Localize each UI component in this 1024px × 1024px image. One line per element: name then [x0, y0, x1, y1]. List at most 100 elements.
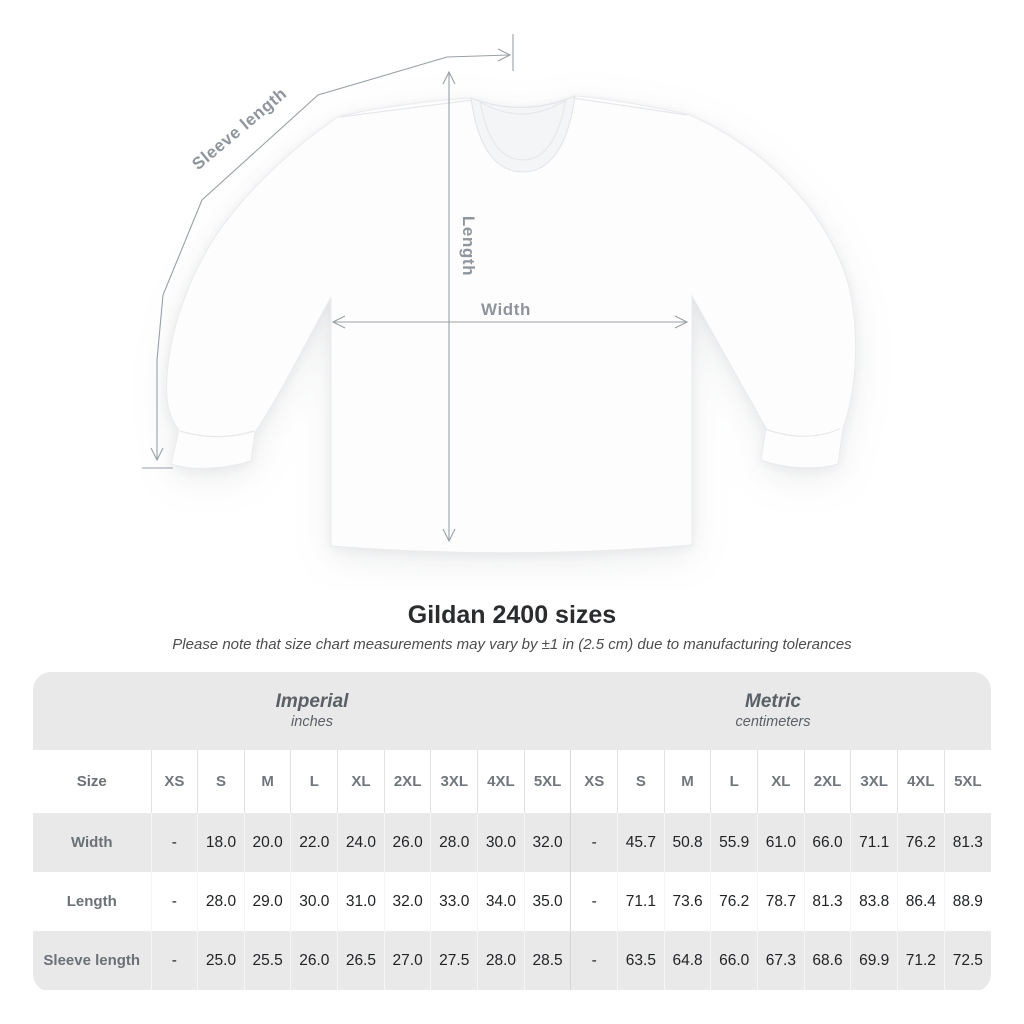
value-cell-imperial-l: 26.0 — [290, 931, 338, 990]
collar — [470, 95, 576, 173]
size-col-metric-5xl: 5XL — [943, 750, 991, 813]
imperial-group-unit: inches — [291, 714, 333, 731]
size-col-metric-xl: XL — [757, 750, 805, 813]
right-cuff-seam — [764, 428, 841, 437]
value-cell-imperial-2xl: 26.0 — [383, 813, 431, 872]
value-cell-metric-s: 71.1 — [617, 872, 665, 931]
left-shoulder-seam — [339, 99, 473, 118]
size-col-imperial-5xl: 5XL — [523, 750, 571, 813]
value-cell-metric-s: 45.7 — [617, 813, 665, 872]
value-cell-metric-l: 55.9 — [710, 813, 758, 872]
value-cell-metric-l: 76.2 — [710, 872, 758, 931]
value-cell-imperial-l: 22.0 — [290, 813, 338, 872]
value-cell-imperial-5xl: 28.5 — [523, 931, 571, 990]
size-col-imperial-2xl: 2XL — [383, 750, 431, 813]
value-cell-metric-m: 73.6 — [663, 872, 711, 931]
width-label: Width — [481, 300, 531, 319]
value-cell-imperial-4xl: 28.0 — [477, 931, 525, 990]
value-cell-metric-xs: - — [570, 872, 618, 931]
size-col-metric-3xl: 3XL — [850, 750, 898, 813]
metric-group-label: Metric — [745, 690, 801, 712]
sleeve-length-label: Sleeve length — [188, 84, 290, 174]
value-cell-imperial-m: 20.0 — [243, 813, 291, 872]
imperial-group-header: Imperial inches — [102, 690, 522, 733]
size-col-imperial-4xl: 4XL — [477, 750, 525, 813]
back-neck-seam — [476, 97, 570, 115]
metric-group-header: Metric centimeters — [563, 690, 983, 733]
value-cell-metric-5xl: 81.3 — [943, 813, 991, 872]
shirt-silhouette — [166, 95, 857, 554]
imperial-group-label: Imperial — [275, 690, 349, 712]
size-col-imperial-xl: XL — [337, 750, 385, 813]
row-label: Sleeve length — [43, 952, 141, 969]
value-cell-metric-3xl: 83.8 — [850, 872, 898, 931]
size-col-imperial-l: L — [290, 750, 338, 813]
size-col-imperial-3xl: 3XL — [430, 750, 478, 813]
length-measure: Length — [442, 70, 478, 543]
value-cell-metric-xl: 78.7 — [757, 872, 805, 931]
unit-group-header: Imperial inches Metric centimeters — [33, 672, 991, 750]
value-cell-metric-2xl: 66.0 — [803, 813, 851, 872]
value-cell-imperial-xs: - — [150, 813, 198, 872]
shirt-illustration — [166, 95, 857, 554]
size-col-imperial-m: M — [243, 750, 291, 813]
width-measure: Width — [331, 300, 689, 329]
value-cell-imperial-xl: 24.0 — [337, 813, 385, 872]
size-col-metric-m: M — [663, 750, 711, 813]
value-cell-imperial-m: 25.5 — [243, 931, 291, 990]
right-shoulder-seam — [572, 97, 688, 116]
value-cell-metric-m: 64.8 — [663, 931, 711, 990]
value-cell-metric-xs: - — [570, 931, 618, 990]
value-cell-metric-xl: 61.0 — [757, 813, 805, 872]
row-label: Length — [66, 893, 117, 910]
size-col-metric-4xl: 4XL — [897, 750, 945, 813]
value-cell-metric-3xl: 71.1 — [850, 813, 898, 872]
shirt-measurement-diagram: Sleeve length Length Width — [142, 34, 857, 554]
size-col-metric-l: L — [710, 750, 758, 813]
value-cell-imperial-s: 18.0 — [197, 813, 245, 872]
size-col-metric-s: S — [617, 750, 665, 813]
value-cell-imperial-5xl: 32.0 — [523, 813, 571, 872]
value-cell-metric-l: 66.0 — [710, 931, 758, 990]
value-cell-metric-5xl: 88.9 — [943, 872, 991, 931]
value-cell-imperial-2xl: 27.0 — [383, 931, 431, 990]
value-cell-imperial-xs: - — [150, 872, 198, 931]
left-cuff-seam — [179, 430, 255, 438]
value-cell-imperial-s: 28.0 — [197, 872, 245, 931]
size-col-imperial-xs: XS — [150, 750, 198, 813]
size-table: Size XS S M L XL 2XL 3XL 4XL 5XL XS S M L XL 2XL 3XL 4XL 5… — [33, 750, 991, 990]
value-cell-imperial-s: 25.0 — [197, 931, 245, 990]
collar-ribbing-seam — [479, 97, 567, 161]
value-cell-imperial-4xl: 34.0 — [477, 872, 525, 931]
value-cell-imperial-3xl: 33.0 — [430, 872, 478, 931]
table-row: Width -18.0 20.0 22.0 24.0 26.0 28.0 30.0 32.0-4… — [33, 813, 991, 872]
value-cell-metric-xs: - — [570, 813, 618, 872]
value-cell-metric-3xl: 69.9 — [850, 931, 898, 990]
length-label: Length — [459, 216, 478, 276]
size-row-label: Size — [76, 773, 107, 790]
value-cell-imperial-5xl: 35.0 — [523, 872, 571, 931]
value-cell-metric-4xl: 76.2 — [897, 813, 945, 872]
tolerance-note: Please note that size chart measurements… — [172, 636, 852, 653]
value-cell-imperial-xl: 31.0 — [337, 872, 385, 931]
value-cell-imperial-m: 29.0 — [243, 872, 291, 931]
value-cell-metric-2xl: 81.3 — [803, 872, 851, 931]
value-cell-imperial-2xl: 32.0 — [383, 872, 431, 931]
value-cell-metric-xl: 67.3 — [757, 931, 805, 990]
value-cell-imperial-3xl: 27.5 — [430, 931, 478, 990]
value-cell-metric-4xl: 86.4 — [897, 872, 945, 931]
size-col-metric-xs: XS — [570, 750, 618, 813]
value-cell-metric-2xl: 68.6 — [803, 931, 851, 990]
size-table-card: Imperial inches Metric centimeters Size X… — [33, 672, 991, 992]
size-header-row: Size XS S M L XL 2XL 3XL 4XL 5XL XS S M L XL 2XL 3XL 4XL 5… — [33, 750, 991, 813]
value-cell-imperial-4xl: 30.0 — [477, 813, 525, 872]
value-cell-metric-5xl: 72.5 — [943, 931, 991, 990]
metric-group-unit: centimeters — [735, 714, 811, 731]
value-cell-imperial-xl: 26.5 — [337, 931, 385, 990]
size-col-imperial-s: S — [197, 750, 245, 813]
value-cell-imperial-3xl: 28.0 — [430, 813, 478, 872]
value-cell-metric-s: 63.5 — [617, 931, 665, 990]
row-label: Width — [70, 834, 113, 851]
value-cell-metric-4xl: 71.2 — [897, 931, 945, 990]
